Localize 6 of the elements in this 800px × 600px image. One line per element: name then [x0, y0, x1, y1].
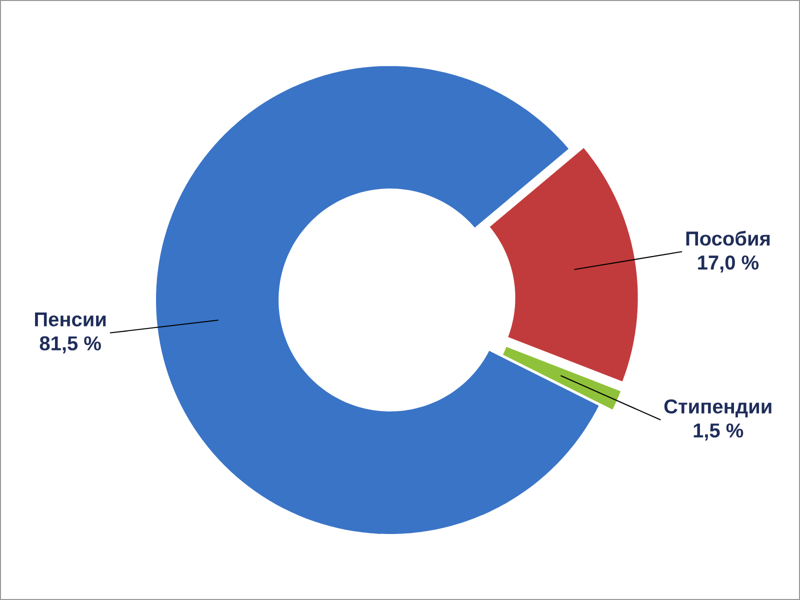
data-label: 1,5 %: [694, 423, 744, 440]
slice-label: Стипендии: [664, 399, 772, 418]
slice-label: Пособия: [686, 230, 770, 246]
data-label: 17,0 %: [698, 255, 759, 273]
data-label: 81,5 %: [40, 336, 101, 354]
slice-label: Пенсии: [35, 312, 106, 326]
